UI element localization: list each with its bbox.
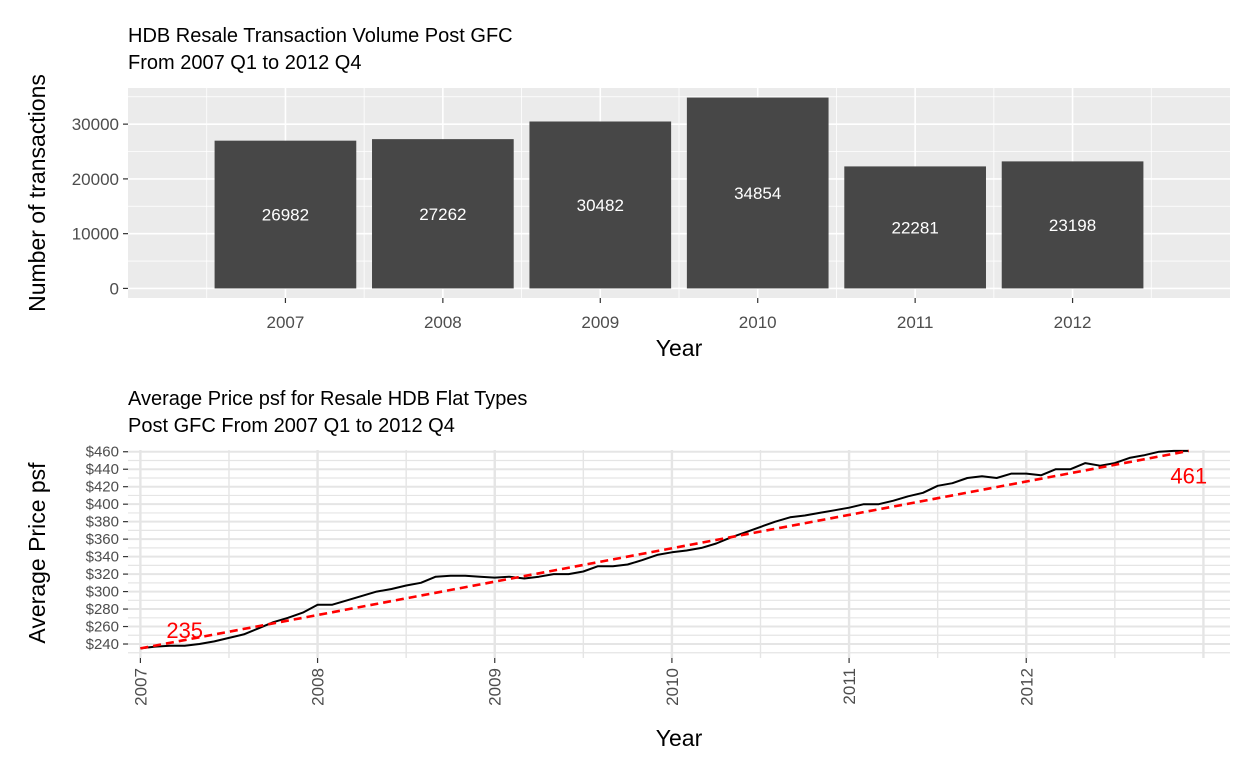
line-chart-series <box>140 449 1189 650</box>
bar-x-tick-label: 2009 <box>581 313 619 332</box>
bar-x-tick-label: 2011 <box>897 313 934 332</box>
line-y-tick-label: $400 <box>86 496 119 513</box>
bar-chart: HDB Resale Transaction Volume Post GFC F… <box>24 25 1230 361</box>
bar-data-label-2008: 27262 <box>419 205 466 224</box>
bar-chart-title: HDB Resale Transaction Volume Post GFC <box>128 25 513 47</box>
line-chart-annotations: 235 461 <box>166 463 1207 643</box>
line-y-tick-label: $460 <box>86 444 119 461</box>
line-x-tick-label: 2008 <box>309 668 328 706</box>
bar-data-label-2007: 26982 <box>262 206 309 225</box>
line-chart-x-axis-title: Year <box>656 725 703 751</box>
bar-x-tick-label: 2010 <box>739 313 777 332</box>
line-y-tick-label: $300 <box>86 584 119 601</box>
bar-chart-y-axis-title: Number of transactions <box>24 74 50 312</box>
line-y-tick-label: $380 <box>86 514 119 531</box>
annotation-label-235: 235 <box>166 618 203 643</box>
line-chart-y-axis-title: Average Price psf <box>24 462 50 644</box>
line-chart-x-axis: 2007 2008 2009 2010 2011 2012 <box>131 658 1036 706</box>
bar-2009 <box>529 121 672 289</box>
line-y-tick-label: $260 <box>86 619 119 636</box>
line-chart-grid <box>128 450 1230 658</box>
bar-x-tick-label: 2007 <box>267 313 305 332</box>
bar-chart-x-axis-title: Year <box>656 335 703 361</box>
line-x-tick-label: 2011 <box>840 668 859 705</box>
line-y-tick-label: $280 <box>86 601 119 618</box>
bar-chart-x-axis: 2007 2008 2009 2010 2011 2012 <box>267 298 1092 332</box>
price-psf-line <box>140 449 1189 650</box>
line-y-tick-label: $240 <box>86 636 119 653</box>
bar-chart-y-axis: 0 10000 20000 30000 <box>72 115 128 298</box>
bar-2010 <box>686 97 829 289</box>
trend-line <box>140 449 1189 650</box>
bar-y-tick-label: 10000 <box>72 225 119 244</box>
line-y-tick-label: $360 <box>86 531 119 548</box>
bar-2011 <box>844 166 986 289</box>
bar-2012 <box>1001 161 1144 289</box>
bar-y-tick-label: 0 <box>110 279 119 298</box>
line-chart-panel <box>128 450 1230 658</box>
bar-chart-subtitle: From 2007 Q1 to 2012 Q4 <box>128 52 361 74</box>
bar-chart-bars <box>214 97 1144 289</box>
line-x-tick-label: 2010 <box>663 668 682 706</box>
bar-data-label-2011: 22281 <box>892 218 939 237</box>
bar-chart-data-labels: 26982 27262 30482 34854 22281 23198 <box>262 184 1096 237</box>
bar-x-tick-label: 2012 <box>1054 313 1092 332</box>
bar-y-tick-label: 20000 <box>72 170 119 189</box>
line-x-tick-label: 2009 <box>486 668 505 706</box>
line-y-tick-label: $320 <box>86 566 119 583</box>
bar-data-label-2009: 30482 <box>577 196 624 215</box>
line-y-tick-label: $420 <box>86 479 119 496</box>
annotation-label-461: 461 <box>1170 463 1207 488</box>
bar-data-label-2010: 34854 <box>734 184 781 203</box>
bar-2007 <box>214 140 357 289</box>
line-chart-title: Average Price psf for Resale HDB Flat Ty… <box>128 388 527 410</box>
bar-2008 <box>372 139 514 289</box>
bar-y-tick-label: 30000 <box>72 115 119 134</box>
bar-data-label-2012: 23198 <box>1049 216 1096 235</box>
line-chart-y-axis: $240$260$280$300$320$340$360$380$400$420… <box>86 444 128 653</box>
line-y-tick-label: $440 <box>86 461 119 478</box>
line-x-tick-label: 2007 <box>131 668 150 706</box>
line-y-tick-label: $340 <box>86 549 119 566</box>
line-x-tick-label: 2012 <box>1017 668 1036 706</box>
line-chart: Average Price psf for Resale HDB Flat Ty… <box>24 388 1230 751</box>
line-chart-subtitle: Post GFC From 2007 Q1 to 2012 Q4 <box>128 415 455 437</box>
bar-x-tick-label: 2008 <box>424 313 462 332</box>
